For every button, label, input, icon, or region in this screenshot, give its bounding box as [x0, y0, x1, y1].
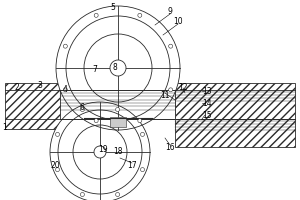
Circle shape — [56, 168, 59, 172]
Circle shape — [80, 108, 84, 112]
Text: 17: 17 — [127, 160, 137, 170]
Text: 9: 9 — [168, 7, 172, 17]
Circle shape — [94, 146, 106, 158]
Bar — [5, 83, 63, 129]
Circle shape — [56, 6, 180, 130]
Circle shape — [140, 132, 145, 136]
Text: 1: 1 — [3, 123, 8, 132]
Circle shape — [116, 192, 120, 196]
Bar — [175, 83, 295, 119]
Circle shape — [63, 44, 67, 48]
Text: 3: 3 — [38, 82, 42, 90]
Text: 20: 20 — [50, 160, 60, 170]
Circle shape — [116, 108, 120, 112]
Text: 19: 19 — [98, 146, 108, 154]
Text: 12: 12 — [178, 84, 188, 92]
Bar — [60, 90, 175, 119]
Text: 8: 8 — [112, 64, 117, 72]
Circle shape — [63, 88, 67, 92]
Text: 7: 7 — [93, 66, 98, 74]
Bar — [175, 119, 295, 147]
Text: 6: 6 — [80, 102, 84, 112]
Text: 2: 2 — [15, 84, 20, 92]
Circle shape — [169, 44, 173, 48]
Circle shape — [94, 13, 98, 17]
Text: 18: 18 — [113, 148, 123, 156]
Circle shape — [56, 132, 59, 136]
Bar — [110, 117, 126, 127]
Text: 16: 16 — [165, 142, 175, 152]
Text: 13: 13 — [202, 86, 212, 96]
Circle shape — [50, 102, 150, 200]
Circle shape — [80, 192, 84, 196]
Text: 4: 4 — [63, 86, 68, 95]
Text: 11: 11 — [160, 92, 170, 100]
Circle shape — [138, 13, 142, 17]
Circle shape — [94, 119, 98, 123]
Text: 5: 5 — [111, 3, 116, 12]
Text: 15: 15 — [202, 110, 212, 119]
Circle shape — [138, 119, 142, 123]
Circle shape — [140, 168, 145, 172]
Text: 10: 10 — [173, 18, 183, 26]
Text: 14: 14 — [202, 98, 212, 108]
Circle shape — [169, 88, 173, 92]
Circle shape — [110, 60, 126, 76]
